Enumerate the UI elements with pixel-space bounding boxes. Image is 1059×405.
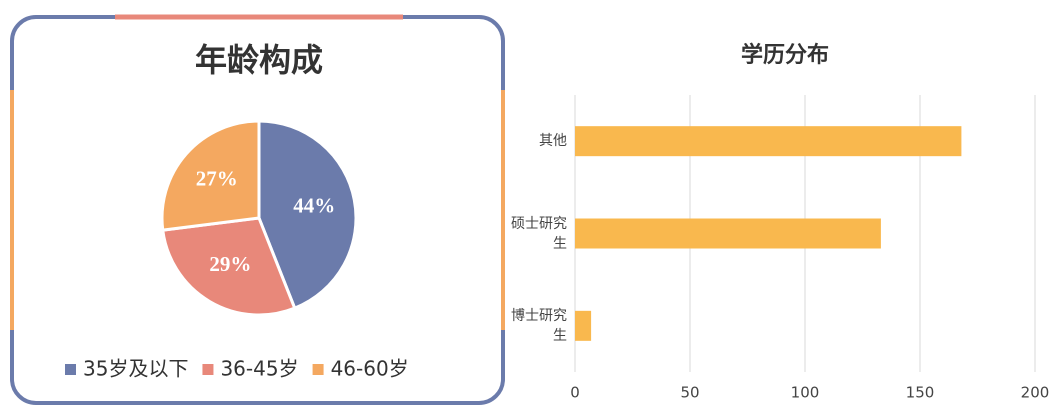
slice-label: 29% xyxy=(209,252,251,276)
legend-label: 35岁及以下 xyxy=(83,357,188,381)
pie-slice xyxy=(257,119,358,311)
y-tick-label: 其他 xyxy=(539,133,567,150)
x-tick-label: 200 xyxy=(1021,384,1050,402)
slice-label: 44% xyxy=(293,193,335,217)
pie-slice xyxy=(160,119,261,232)
pie-title: 年龄构成 xyxy=(195,41,323,79)
pie-slice xyxy=(161,216,297,317)
x-tick-label: 0 xyxy=(570,384,580,402)
bar xyxy=(575,126,962,157)
bar xyxy=(575,310,592,341)
legend-marker xyxy=(202,364,214,375)
y-tick-label: 博士研究生 xyxy=(511,307,567,344)
bar xyxy=(575,218,881,249)
legend-marker xyxy=(312,364,324,375)
x-tick-label: 50 xyxy=(680,384,699,402)
legend-label: 46-60岁 xyxy=(331,357,409,381)
legend-marker xyxy=(65,364,76,375)
x-tick-label: 150 xyxy=(906,384,935,402)
bar-title: 学历分布 xyxy=(741,42,829,68)
legend-label: 36-45岁 xyxy=(220,357,298,381)
y-tick-label: 硕士研究生 xyxy=(511,215,567,252)
x-tick-label: 100 xyxy=(791,384,820,402)
slice-label: 27% xyxy=(196,167,238,191)
